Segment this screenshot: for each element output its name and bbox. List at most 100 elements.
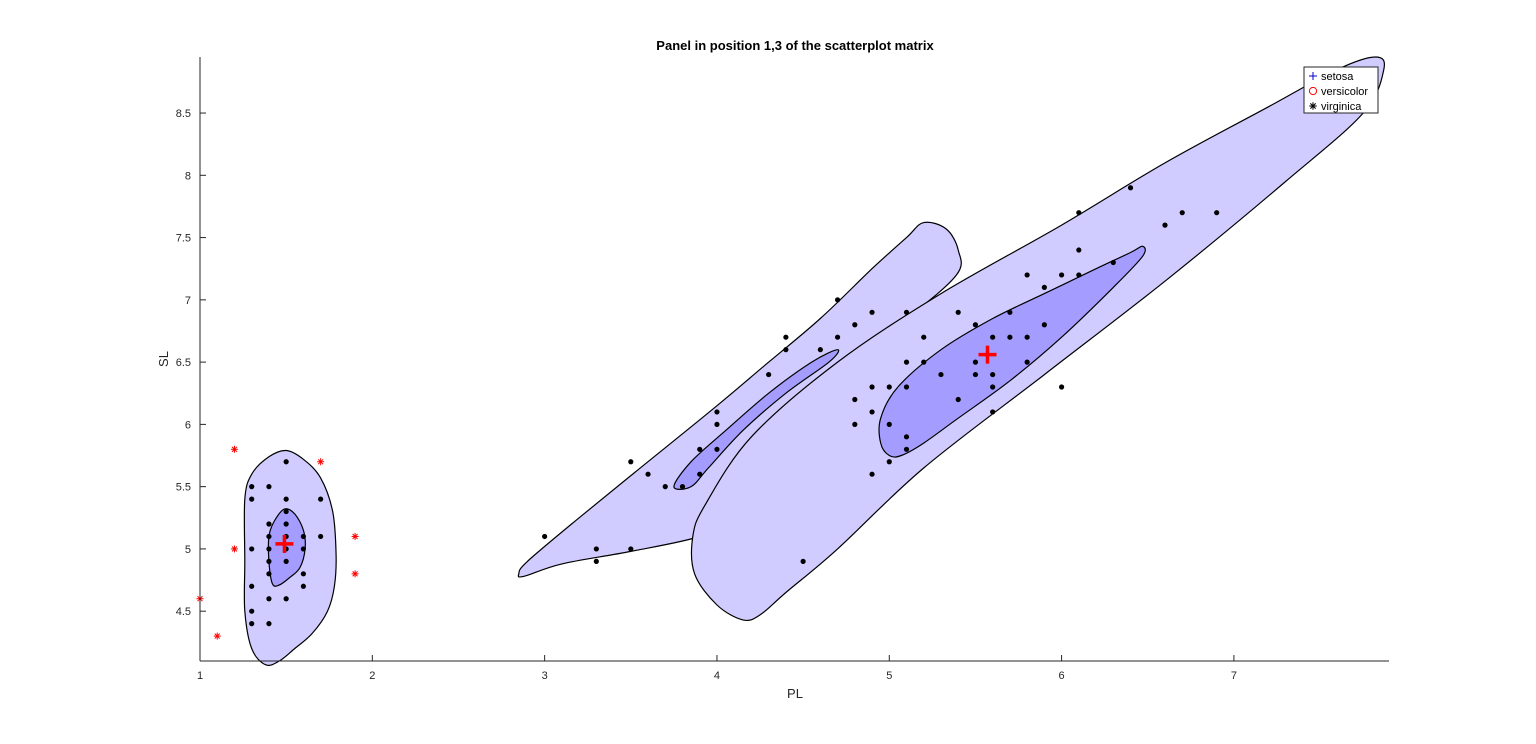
legend-label-versicolor: versicolor bbox=[1321, 86, 1368, 98]
axes bbox=[199, 57, 1389, 662]
virginica-point bbox=[1058, 384, 1065, 390]
versicolor-inner-contour bbox=[673, 349, 840, 490]
legend-marker-setosa bbox=[1309, 72, 1317, 80]
versicolor-point bbox=[852, 421, 858, 427]
x-tick-label: 3 bbox=[542, 670, 548, 682]
x-tick-label: 2 bbox=[369, 670, 375, 682]
virginica-point bbox=[1076, 210, 1082, 216]
virginica-point bbox=[955, 396, 961, 403]
versicolor-point bbox=[783, 347, 789, 353]
setosa-outliers-star-marker bbox=[351, 532, 359, 540]
setosa-point bbox=[249, 608, 255, 614]
virginica-point bbox=[1179, 210, 1185, 216]
setosa-point bbox=[283, 459, 289, 465]
setosa-point bbox=[266, 558, 272, 564]
virginica-point bbox=[1024, 334, 1030, 340]
virginica-point bbox=[1024, 272, 1030, 278]
versicolor-point bbox=[628, 546, 634, 552]
virginica-point bbox=[886, 384, 892, 390]
virginica-point bbox=[972, 371, 979, 378]
x-tick-label: 1 bbox=[197, 670, 203, 682]
x-tick-label: 4 bbox=[714, 670, 720, 682]
versicolor-point bbox=[542, 533, 548, 540]
virginica-point bbox=[990, 409, 996, 415]
setosa-point bbox=[266, 546, 272, 552]
versicolor-point bbox=[714, 421, 720, 427]
virginica-point bbox=[903, 309, 910, 315]
y-tick-label: 8 bbox=[185, 170, 191, 182]
setosa-point bbox=[266, 521, 272, 527]
versicolor-point bbox=[852, 322, 858, 328]
versicolor-point bbox=[593, 558, 599, 564]
setosa-point bbox=[300, 583, 306, 589]
versicolor-point bbox=[869, 409, 875, 415]
versicolor-point bbox=[697, 471, 703, 477]
versicolor-point bbox=[766, 371, 772, 378]
setosa-point bbox=[283, 496, 289, 502]
virginica-point bbox=[921, 359, 927, 365]
setosa-point bbox=[283, 508, 289, 515]
setosa-outliers-star-marker bbox=[317, 458, 325, 466]
virginica-point bbox=[1110, 259, 1116, 266]
x-tick-label: 7 bbox=[1231, 670, 1237, 682]
chart-title: Panel in position 1,3 of the scatterplot… bbox=[656, 38, 934, 53]
y-tick-label: 7.5 bbox=[176, 233, 191, 245]
virginica-point bbox=[990, 334, 996, 340]
versicolor-point bbox=[817, 347, 823, 353]
setosa-point bbox=[249, 583, 255, 589]
versicolor-point bbox=[593, 546, 599, 552]
versicolor-point bbox=[834, 334, 841, 340]
y-tick-label: 6 bbox=[185, 419, 191, 431]
versicolor-point bbox=[714, 409, 720, 415]
virginica-point bbox=[972, 359, 979, 365]
setosa-point bbox=[249, 546, 255, 552]
y-axis-label: SL bbox=[156, 351, 171, 367]
virginica-point bbox=[903, 384, 910, 390]
virginica-point bbox=[903, 446, 910, 452]
versicolor-point bbox=[714, 446, 720, 452]
setosa-point bbox=[249, 496, 255, 502]
x-tick-label: 5 bbox=[886, 670, 892, 682]
contour-regions bbox=[243, 56, 1385, 666]
x-tick-label: 6 bbox=[1059, 670, 1065, 682]
legend-item-setosa: setosa bbox=[1309, 71, 1354, 83]
virginica-point bbox=[990, 371, 996, 378]
virginica-point bbox=[1076, 247, 1082, 253]
x-axis-label: PL bbox=[787, 686, 803, 701]
setosa-point bbox=[318, 533, 324, 540]
y-tick-label: 6.5 bbox=[176, 357, 191, 369]
axis-ticks: 1 2 3 4 5 6 7 4.5 5 5.5 6 6.5 7 7.5 8 8.5 bbox=[176, 108, 1237, 682]
legend-items: setosa versicolor virginica bbox=[1308, 71, 1368, 113]
virginica-point bbox=[1076, 272, 1082, 278]
virginica-point bbox=[955, 309, 961, 315]
setosa-point bbox=[283, 596, 289, 602]
versicolor-point bbox=[628, 459, 634, 465]
y-tick-label: 4.5 bbox=[176, 606, 191, 618]
setosa-point bbox=[283, 558, 289, 564]
versicolor-outer-contour bbox=[517, 221, 962, 578]
virginica-center-marker bbox=[978, 345, 997, 364]
setosa-point bbox=[300, 533, 306, 540]
virginica-point bbox=[1214, 210, 1220, 216]
virginica-point bbox=[972, 322, 979, 328]
virginica-point bbox=[903, 359, 910, 365]
virginica-point bbox=[990, 384, 996, 390]
virginica-point bbox=[903, 434, 910, 440]
virginica-inner-contour bbox=[878, 245, 1146, 458]
setosa-outliers-star-marker bbox=[351, 570, 359, 578]
setosa-point bbox=[283, 521, 289, 527]
legend-label-setosa: setosa bbox=[1321, 71, 1354, 83]
virginica-point bbox=[1058, 272, 1065, 278]
setosa-point bbox=[266, 571, 272, 577]
versicolor-point bbox=[869, 384, 875, 390]
y-tick-label: 8.5 bbox=[176, 108, 191, 120]
setosa-outliers-star-marker bbox=[230, 445, 238, 453]
virginica-point bbox=[886, 459, 892, 465]
virginica-point bbox=[921, 334, 927, 340]
virginica-point bbox=[1007, 309, 1013, 315]
versicolor-point bbox=[800, 558, 806, 564]
virginica-point bbox=[938, 371, 944, 378]
versicolor-point bbox=[852, 396, 858, 403]
legend-item-virginica: virginica bbox=[1309, 101, 1362, 113]
